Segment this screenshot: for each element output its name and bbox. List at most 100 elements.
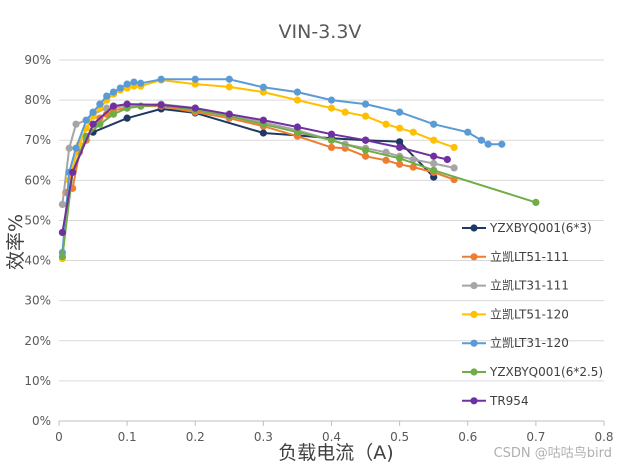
data-point bbox=[293, 128, 302, 136]
x-axis-title: 负载电流（A) bbox=[278, 442, 393, 464]
y-tick-label: 60% bbox=[24, 173, 51, 187]
data-series bbox=[58, 75, 540, 263]
data-point bbox=[484, 140, 492, 148]
data-point bbox=[259, 83, 267, 91]
data-point bbox=[396, 154, 404, 162]
data-point bbox=[327, 104, 336, 112]
data-point bbox=[157, 75, 165, 83]
data-point bbox=[361, 146, 370, 154]
y-tick-label: 30% bbox=[24, 294, 51, 308]
data-point bbox=[191, 104, 199, 112]
x-tick-label: 0.1 bbox=[118, 430, 137, 444]
x-tick-label: 0.2 bbox=[186, 430, 205, 444]
chart-title: VIN-3.3V bbox=[279, 21, 362, 43]
data-point bbox=[430, 166, 438, 174]
x-tick-label: 0.3 bbox=[254, 430, 273, 444]
data-point bbox=[58, 252, 67, 261]
legend-item: TR954 bbox=[462, 394, 529, 408]
legend-item: 立凯LT51-111 bbox=[462, 249, 569, 264]
x-tick-label: 0.6 bbox=[458, 430, 477, 444]
data-point bbox=[96, 100, 104, 108]
legend: YZXBYQ001(6*3) 立凯LT51-111 立凯LT31-111 立凯LT51… bbox=[462, 221, 603, 408]
legend-item: 立凯LT51-120 bbox=[462, 306, 569, 321]
watermark: CSDN @咕咕鸟bird bbox=[494, 445, 612, 461]
data-point bbox=[225, 110, 233, 118]
y-tick-label: 50% bbox=[24, 213, 51, 227]
y-tick-label: 10% bbox=[24, 374, 51, 388]
legend-label: 立凯LT31-120 bbox=[490, 335, 569, 350]
legend-label: YZXBYQ001(6*3) bbox=[489, 221, 592, 235]
data-point bbox=[259, 129, 267, 137]
legend-swatch-marker bbox=[470, 310, 478, 318]
y-tick-label: 0% bbox=[32, 414, 51, 428]
data-point bbox=[293, 96, 302, 104]
legend-swatch-marker bbox=[470, 253, 478, 261]
legend-item: YZXBYQ001(6*3) bbox=[462, 221, 592, 235]
series-line bbox=[92, 107, 435, 178]
data-point bbox=[396, 124, 404, 132]
data-point bbox=[409, 163, 417, 171]
data-point bbox=[430, 136, 438, 144]
data-point bbox=[191, 75, 199, 83]
legend-label: YZXBYQ001(6*2.5) bbox=[489, 365, 603, 379]
data-point bbox=[327, 136, 336, 144]
data-point bbox=[58, 200, 67, 208]
data-point bbox=[116, 84, 124, 92]
data-point bbox=[65, 144, 73, 152]
data-point bbox=[382, 156, 390, 164]
data-point bbox=[109, 88, 118, 96]
data-point bbox=[109, 102, 118, 110]
legend-swatch-marker bbox=[470, 224, 478, 232]
y-tick-label: 80% bbox=[24, 93, 51, 107]
data-point bbox=[137, 79, 145, 87]
data-point bbox=[225, 75, 233, 83]
y-tick-label: 90% bbox=[24, 53, 51, 67]
data-point bbox=[259, 116, 267, 124]
data-point bbox=[327, 143, 336, 152]
data-point bbox=[130, 78, 138, 86]
legend-swatch-marker bbox=[470, 368, 478, 376]
legend-item: YZXBYQ001(6*2.5) bbox=[462, 365, 603, 379]
legend-swatch-marker bbox=[470, 282, 478, 290]
data-point bbox=[103, 92, 111, 100]
data-point bbox=[89, 120, 97, 128]
data-point bbox=[430, 120, 438, 128]
data-point bbox=[293, 88, 302, 96]
data-point bbox=[396, 108, 404, 116]
legend-swatch-marker bbox=[470, 397, 478, 405]
data-point bbox=[123, 114, 131, 122]
legend-label: TR954 bbox=[489, 394, 529, 408]
data-point bbox=[450, 164, 458, 172]
x-tick-label: 0.7 bbox=[526, 430, 545, 444]
data-point bbox=[430, 159, 438, 168]
data-point bbox=[69, 168, 77, 176]
data-point bbox=[341, 108, 349, 116]
data-point bbox=[450, 143, 458, 152]
data-point bbox=[123, 100, 131, 108]
x-tick-label: 0.8 bbox=[594, 430, 613, 444]
data-point bbox=[103, 110, 111, 118]
data-point bbox=[409, 128, 417, 136]
data-point bbox=[498, 140, 506, 148]
legend-label: 立凯LT31-111 bbox=[490, 278, 569, 293]
y-tick-label: 20% bbox=[24, 334, 51, 348]
legend-item: 立凯LT31-120 bbox=[462, 335, 569, 350]
data-point bbox=[157, 101, 165, 109]
data-point bbox=[89, 108, 97, 116]
data-point bbox=[225, 83, 233, 91]
data-point bbox=[361, 112, 370, 120]
data-point bbox=[58, 228, 67, 237]
data-point bbox=[532, 198, 540, 206]
data-point bbox=[82, 116, 90, 124]
x-tick-label: 0 bbox=[55, 430, 63, 444]
data-point bbox=[430, 152, 438, 160]
data-point bbox=[361, 100, 370, 108]
data-point bbox=[96, 120, 104, 128]
data-point bbox=[123, 80, 131, 88]
data-point bbox=[327, 130, 336, 138]
data-point bbox=[396, 143, 404, 152]
data-point bbox=[443, 155, 451, 164]
axes: 0% 10% 20% 30% 40% 50% 60% 70% 80% 90% 0 0.1 0.2 0.3 0… bbox=[24, 53, 613, 444]
